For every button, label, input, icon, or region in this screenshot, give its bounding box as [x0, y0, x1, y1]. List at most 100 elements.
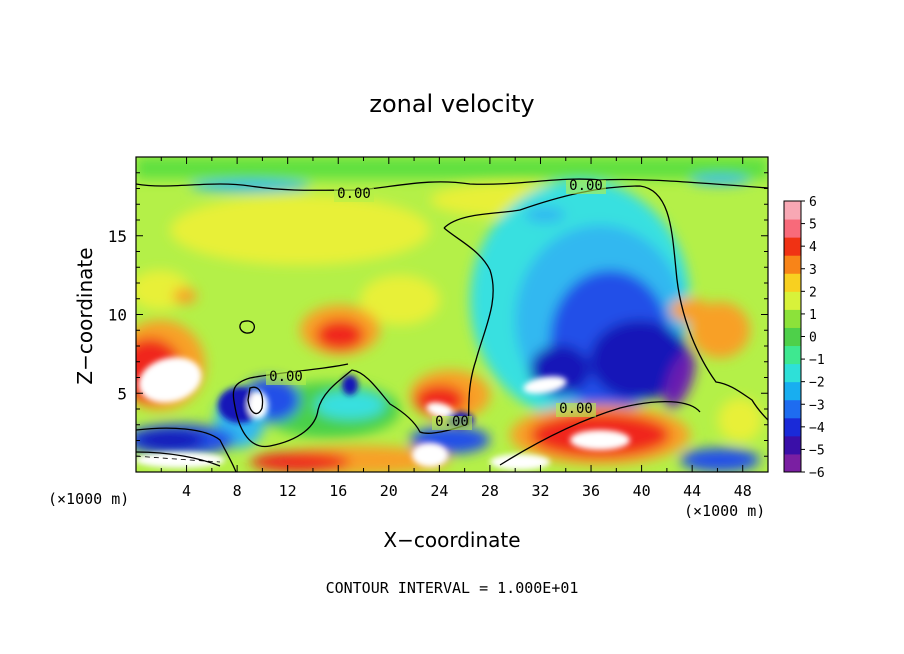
contour-label-backdrop — [432, 416, 472, 430]
colorbar-swatch — [784, 345, 801, 365]
y-tick-label: 10 — [108, 306, 127, 325]
field-blob — [250, 452, 350, 472]
colorbar-swatch — [784, 219, 801, 238]
colorbar-tick-label: 3 — [809, 263, 817, 278]
contour-line — [443, 185, 768, 421]
x-tick-label: 24 — [430, 482, 448, 500]
field-core — [523, 376, 567, 394]
field-blob — [136, 430, 205, 450]
colorbar-swatch — [784, 363, 801, 383]
contour-line — [136, 427, 237, 472]
x-tick-label: 4 — [182, 482, 191, 500]
x-tick-label: 36 — [582, 482, 600, 500]
field-blob — [360, 275, 440, 325]
contour-label: 0.00 — [337, 186, 371, 202]
field-blob — [670, 298, 710, 322]
field-core — [426, 402, 454, 418]
field-core — [490, 454, 550, 470]
colorbar-tick-label: 4 — [809, 240, 817, 255]
field-blob — [718, 398, 762, 442]
colorbar-swatch — [784, 309, 801, 328]
colorbar-tick-label: −2 — [809, 376, 825, 391]
colorbar-tick-label: 0 — [809, 331, 817, 346]
contour-line — [136, 451, 221, 467]
x-tick-labels: 4 8 12 16 20 24 28 32 36 40 44 48 — [182, 482, 752, 500]
contour-line — [136, 178, 768, 191]
contour-label: 0.00 — [435, 414, 469, 430]
field-blob — [525, 207, 565, 223]
field-core — [570, 430, 630, 450]
field-core — [342, 375, 358, 395]
contour-label-group: 0.00 0.00 0.00 0.00 0.00 — [266, 178, 606, 430]
colorbar-tick-label: 1 — [809, 308, 817, 323]
x-tick-label: 44 — [683, 482, 701, 500]
y-tick-label: 15 — [108, 227, 127, 246]
field-blob — [170, 195, 430, 265]
x-tick-label: 20 — [380, 482, 398, 500]
colorbar-tick-label: −5 — [809, 443, 825, 458]
field-blob — [664, 351, 696, 409]
x-tick-label: 8 — [233, 482, 242, 500]
field-blob — [316, 320, 364, 350]
field-blob — [173, 288, 197, 304]
contour-line — [232, 227, 494, 448]
field-core — [412, 443, 448, 467]
y-tick-label: 5 — [117, 384, 127, 403]
field-core — [138, 357, 202, 403]
contour-label-backdrop — [556, 403, 596, 417]
field-core — [136, 452, 225, 468]
y-axis-label: Z−coordinate — [73, 247, 97, 384]
colorbar-tick-label: 6 — [809, 195, 817, 210]
top-blue-streak — [690, 175, 750, 185]
colorbar-tick-label: 2 — [809, 285, 817, 300]
x-tick-label: 48 — [734, 482, 752, 500]
colorbar-swatch — [784, 255, 801, 274]
y-tick-labels: 5 10 15 — [108, 227, 127, 404]
field-sharp-layer — [136, 357, 630, 470]
colorbar-swatch — [784, 273, 801, 292]
field-blob — [315, 391, 385, 419]
contour-interval-note: CONTOUR INTERVAL = 1.000E+01 — [326, 579, 579, 597]
colorbar-swatch — [784, 327, 801, 347]
colorbar-swatch — [784, 381, 801, 401]
colorbar-tick-label: −6 — [809, 466, 825, 481]
x-tick-label: 40 — [633, 482, 651, 500]
colorbar-tick-label: −1 — [809, 353, 825, 368]
colorbar-swatch — [784, 417, 801, 437]
top-band — [136, 157, 768, 179]
colorbar — [783, 200, 802, 473]
colorbar-tick-label: 5 — [809, 218, 817, 233]
x-tick-label: 28 — [481, 482, 499, 500]
colorbar-swatch — [784, 291, 801, 310]
field-blob — [590, 320, 690, 400]
field-blob — [680, 448, 760, 472]
x-unit-right: (×1000 m) — [684, 502, 765, 520]
colorbar-swatch — [784, 435, 801, 455]
x-tick-label: 12 — [279, 482, 297, 500]
axis-ticks — [136, 157, 768, 472]
colorbar-labels: 6 5 4 3 2 1 0 −1 −2 −3 −4 −5 −6 — [801, 195, 825, 481]
contour-line — [239, 320, 256, 334]
colorbar-swatch — [784, 201, 801, 220]
contour-label: 0.00 — [569, 178, 603, 194]
colorbar-tick-label: −3 — [809, 398, 825, 413]
contour-lines — [136, 178, 768, 472]
contour-line — [499, 400, 701, 466]
contour-label: 0.00 — [269, 369, 303, 385]
x-tick-label: 16 — [329, 482, 347, 500]
field-core — [248, 391, 268, 419]
contour-label-backdrop — [566, 180, 606, 194]
contour-label: 0.00 — [559, 401, 593, 417]
contour-line-dashed — [136, 455, 221, 463]
chart-title: zonal velocity — [369, 90, 534, 118]
colorbar-swatch — [784, 399, 801, 419]
colorbar-swatch — [784, 237, 801, 256]
velocity-field — [136, 157, 768, 472]
colorbar-swatch — [784, 453, 801, 473]
x-tick-label: 32 — [531, 482, 549, 500]
contour-label-backdrop — [266, 371, 306, 385]
x-axis-label: X−coordinate — [383, 528, 520, 552]
colorbar-tick-label: −4 — [809, 421, 825, 436]
